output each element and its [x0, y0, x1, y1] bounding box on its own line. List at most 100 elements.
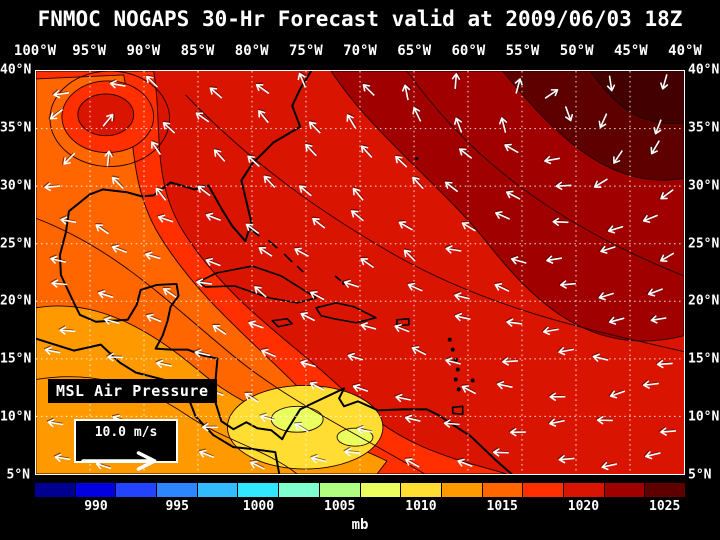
wind-vector-arrow — [346, 113, 357, 129]
pressure-region-1008b — [336, 427, 374, 447]
wind-vector-arrow — [258, 245, 273, 257]
colorbar-tick-label: 1020 — [567, 499, 600, 514]
wind-vector-arrow — [299, 358, 316, 368]
colorbar — [35, 483, 685, 497]
lat-tick-label: 25°N — [688, 236, 720, 252]
wind-vector-arrow — [606, 75, 616, 93]
wind-vector-arrow — [548, 391, 566, 401]
island-cuba — [197, 265, 317, 304]
wind-vector-arrow — [213, 148, 226, 162]
wind-vector-arrow — [309, 289, 325, 301]
wind-vector-arrow — [505, 189, 521, 200]
wind-vector-arrow — [606, 224, 624, 234]
lon-tick-label: 100°W — [13, 43, 57, 59]
wind-vector-arrow — [297, 71, 307, 88]
wind-speed-label: 10.0 m/s — [94, 425, 158, 440]
wind-vector-arrow — [494, 209, 510, 220]
wind-vector-arrow — [541, 326, 559, 336]
wind-vector-arrow — [95, 223, 109, 235]
wind-vector-arrow — [360, 256, 374, 268]
wind-vector-arrow — [255, 82, 270, 94]
wind-vector-arrow — [407, 281, 423, 292]
wind-vector-arrow — [649, 140, 660, 155]
wind-vector-arrow — [559, 279, 577, 289]
wind-vector-arrow — [461, 383, 476, 395]
wind-vector-arrow — [53, 452, 71, 462]
wind-vector-arrow — [52, 89, 70, 99]
wind-vector-arrow — [111, 175, 124, 189]
wind-vector-arrow — [104, 149, 114, 167]
colorbar-tick-label: 990 — [84, 499, 108, 514]
wind-vector-arrow — [162, 286, 177, 298]
wind-vector-arrow — [597, 113, 608, 129]
wind-vector-arrow — [454, 116, 463, 133]
colorbar-tick-label: 1015 — [486, 499, 518, 514]
lon-tick-label: 85°W — [180, 43, 215, 59]
wind-vector-arrow — [607, 316, 625, 325]
colorbar-segment — [360, 483, 402, 497]
wind-vector-arrow — [611, 150, 623, 165]
wind-vector-arrow — [597, 291, 614, 301]
longitude-axis: 100°W 95°W 90°W 85°W 80°W 75°W 70°W 65°W 60°W 55°… — [14, 43, 702, 60]
isobar-contour — [36, 376, 298, 474]
wind-vector-field — [43, 71, 677, 471]
colorbar-tick-label: 1000 — [242, 499, 275, 514]
colorbar-segment — [523, 483, 564, 497]
lat-tick-label: 25°N — [0, 236, 32, 252]
lon-tick-label: 45°W — [613, 43, 648, 59]
lon-tick-label: 60°W — [451, 43, 486, 59]
wind-vector-arrow — [244, 391, 259, 403]
latitude-axis-right: 40°N 35°N 30°N 25°N 20°N 15°N 10°N 5°N — [688, 63, 720, 483]
wind-vector-arrow — [362, 82, 375, 96]
lat-tick-label: 5°N — [6, 467, 30, 483]
wind-vector-arrow — [564, 106, 574, 123]
colorbar-segment — [75, 483, 117, 497]
wind-vector-arrow — [151, 140, 162, 155]
colorbar-segment — [238, 483, 280, 497]
wind-vector-arrow — [145, 312, 162, 323]
wind-vector-arrow — [360, 321, 377, 331]
wind-vector-arrow — [398, 219, 413, 231]
wind-vector-arrow — [43, 345, 61, 355]
colorbar-segment — [157, 483, 198, 497]
wind-vector-arrow — [643, 450, 661, 460]
wind-vector-arrow — [193, 348, 211, 358]
colorbar-segment — [645, 483, 685, 497]
wind-vector-arrow — [544, 89, 560, 100]
wind-vector-arrow — [350, 208, 364, 222]
wind-vector-arrow — [412, 175, 424, 189]
wind-vector-arrow — [106, 352, 124, 362]
wind-vector-arrow — [592, 178, 608, 188]
wind-vector-arrow — [145, 74, 158, 88]
wind-vector-arrow — [394, 392, 412, 403]
lat-tick-label: 10°N — [0, 409, 32, 425]
wind-vector-arrow — [658, 74, 669, 91]
wind-vector-arrow — [451, 72, 462, 90]
colorbar-tick-label: 1010 — [405, 499, 437, 514]
wind-vector-arrow — [352, 382, 369, 392]
wind-vector-arrow — [501, 356, 519, 366]
wind-vector-arrow — [492, 447, 509, 457]
wind-vector-arrow — [403, 248, 416, 262]
wind-vector-arrow — [294, 421, 309, 433]
wind-vector-arrow — [293, 246, 309, 257]
wind-vector-arrow — [454, 311, 471, 322]
wind-speed-legend: 10.0 m/s — [74, 419, 178, 471]
wind-vector-arrow — [197, 184, 211, 197]
wind-vector-arrow — [155, 358, 172, 369]
wind-vector-arrow — [510, 255, 527, 265]
isobar-contour — [406, 71, 684, 277]
wind-vector-arrow — [592, 352, 609, 362]
wind-vector-arrow — [461, 220, 476, 232]
wind-vector-arrow — [298, 184, 312, 197]
wind-vector-arrow — [300, 310, 315, 322]
wind-vector-arrow — [103, 315, 120, 325]
coastline-atlantic-gulf — [58, 71, 513, 474]
wind-vector-arrow — [649, 314, 667, 324]
islands-bahamas — [248, 227, 342, 282]
lat-tick-label: 20°N — [0, 293, 32, 309]
wind-vector-arrow — [58, 325, 76, 335]
wind-vector-arrow — [557, 454, 575, 464]
wind-vector-arrow — [245, 222, 259, 234]
